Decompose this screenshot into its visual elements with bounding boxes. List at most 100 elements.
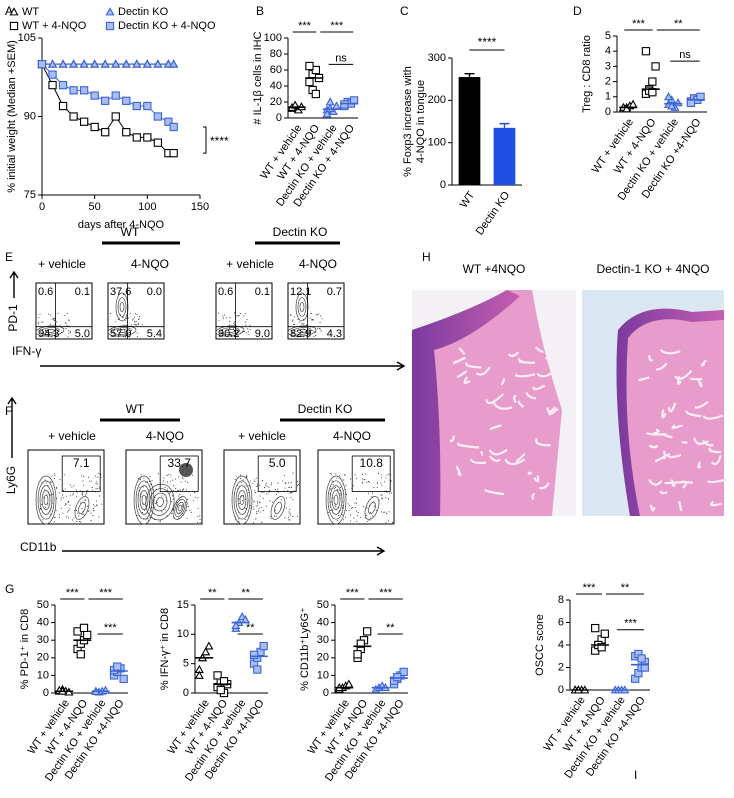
legend-marker: [9, 7, 19, 16]
legend-label: WT: [22, 6, 39, 18]
marker: [79, 59, 89, 68]
event-dots: [234, 472, 299, 524]
marker: [47, 59, 58, 68]
x-axis-label: CD11b: [20, 540, 57, 554]
y-tick-label: 0: [276, 112, 282, 124]
significance-label: ***: [298, 20, 312, 32]
axis-arrow: [62, 546, 386, 556]
marker: [79, 117, 89, 126]
contour: [35, 325, 65, 337]
contour: [172, 496, 188, 520]
marker: [305, 61, 314, 71]
quadrant-value: 0.7: [327, 286, 342, 298]
y-tick-label: 100: [428, 137, 446, 149]
y-axis-label: Ly6G: [4, 466, 18, 494]
marker: [90, 59, 100, 68]
y-axis-label: % CD11b⁺Ly6G⁺: [299, 607, 311, 691]
y-tick-label: 300: [428, 52, 446, 64]
condition-label: + vehicle: [48, 429, 96, 443]
y-tick-label: 2: [558, 661, 564, 673]
condition-label: + vehicle: [38, 257, 86, 271]
marker: [132, 101, 141, 111]
marker: [163, 59, 173, 68]
y-tick-label: 0: [440, 179, 446, 191]
y-tick-label: 20: [317, 652, 329, 664]
legend-marker: [9, 21, 19, 31]
significance-label: ***: [583, 582, 597, 594]
marker: [231, 620, 241, 629]
quadrant-value: 90.2: [218, 328, 239, 340]
quadrant-value: 94.3: [38, 328, 59, 340]
x-tick-label: 0: [39, 201, 45, 213]
significance-label: ***: [346, 587, 360, 599]
marker: [76, 650, 85, 659]
y-tick-label: 60: [270, 64, 282, 76]
significance-label: **: [241, 587, 250, 599]
contour: [116, 328, 128, 334]
panel-label: F: [5, 404, 12, 418]
condition-label: + vehicle: [238, 429, 286, 443]
panel-label: G: [5, 582, 14, 596]
marker: [101, 128, 110, 137]
panel-label: C: [400, 4, 409, 18]
marker: [142, 59, 152, 68]
y-tick-label: 50: [37, 599, 49, 611]
marker: [591, 623, 600, 633]
y-tick-label: 10: [317, 669, 329, 681]
marker: [48, 80, 57, 90]
panel-label: H: [422, 250, 431, 264]
contour: [364, 496, 380, 520]
contour: [224, 328, 236, 334]
contour: [215, 325, 245, 337]
contour: [329, 485, 343, 515]
error-bar: [499, 122, 510, 128]
marker: [111, 91, 120, 100]
contour: [37, 480, 55, 520]
contour: [74, 496, 90, 520]
axis-arrow: [7, 396, 17, 458]
marker: [637, 654, 646, 663]
marker: [153, 138, 163, 147]
bar: [458, 77, 481, 185]
marker: [121, 59, 131, 68]
panel-label: I: [634, 768, 637, 782]
marker: [249, 650, 259, 660]
group-label: WT: [126, 402, 145, 416]
marker: [259, 641, 268, 651]
y-tick-label: 90: [24, 110, 36, 122]
significance-label: **: [386, 622, 395, 634]
contour: [78, 501, 86, 515]
contour: [235, 485, 249, 515]
contour: [145, 483, 175, 521]
contour: [35, 475, 57, 525]
y-tick-label: 0: [323, 687, 329, 699]
quadrant-value: 4.3: [327, 328, 342, 340]
legend-label: Dectin KO: [118, 6, 169, 18]
y-tick-label: 105: [18, 32, 36, 44]
marker: [143, 133, 152, 142]
contour: [107, 325, 137, 337]
contour: [233, 480, 251, 520]
flow-plot-frame: [125, 449, 203, 525]
significance-label: ***: [99, 587, 113, 599]
significance-label: ***: [624, 618, 638, 630]
contour: [176, 501, 184, 515]
quadrant-value: 0.1: [75, 286, 90, 298]
contour: [274, 501, 282, 515]
marker: [363, 627, 372, 636]
marker: [58, 80, 68, 90]
significance-label: ***: [66, 587, 80, 599]
contour: [177, 504, 183, 512]
event-dots: [328, 472, 393, 523]
panel-label: E: [5, 250, 13, 264]
significance-label: **: [674, 18, 683, 30]
x-axis-label: IFN-γ: [12, 344, 41, 358]
significance-label: **: [621, 582, 630, 594]
group-label: Dectin KO: [273, 225, 328, 239]
contour: [333, 494, 339, 506]
marker: [641, 47, 651, 56]
contour: [43, 494, 49, 506]
condition-label: 4-NQO: [146, 429, 184, 443]
marker: [101, 96, 110, 105]
